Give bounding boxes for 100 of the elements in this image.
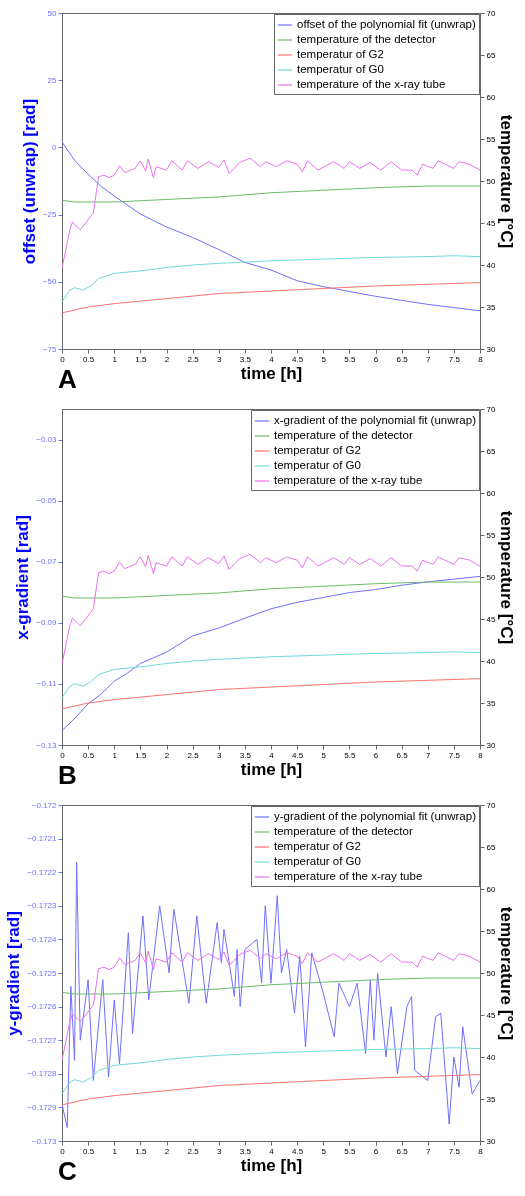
line-series [62, 949, 480, 1061]
line-series [62, 977, 480, 995]
y-tick-label: −0.03 [36, 435, 58, 445]
y2-tick-label: 30 [486, 344, 496, 354]
x-tick-label: 1.5 [135, 750, 147, 760]
legend-label: temperature of the x-ray tube [297, 78, 446, 90]
legend-label: temperatur of G2 [274, 444, 361, 456]
line-series [62, 282, 480, 314]
x-tick-label: 8 [478, 354, 484, 364]
y2-tick-label: 45 [486, 614, 496, 624]
x-tick-label: 3 [217, 354, 223, 364]
x-axis-title: time [h] [240, 363, 303, 383]
x-tick-label: 4.5 [292, 1146, 304, 1156]
legend-label: temperature of the detector [274, 429, 413, 441]
y-tick-label: −0.1726 [27, 1002, 58, 1012]
line-series [62, 581, 480, 599]
x-tick-label: 5.5 [344, 750, 356, 760]
x-tick-label: 3.5 [239, 750, 252, 760]
legend-label: temperatur of G0 [274, 459, 361, 471]
x-tick-label: 2.5 [187, 1146, 200, 1156]
x-tick-label: 2 [164, 1146, 170, 1156]
y2-tick-label: 60 [486, 92, 496, 102]
y2-tick-label: 50 [486, 968, 496, 978]
legend-label: temperatur of G0 [274, 855, 361, 867]
y2-tick-label: 40 [486, 260, 496, 270]
x-tick-label: 5.5 [344, 1146, 356, 1156]
y-tick-label: −0.05 [36, 496, 58, 506]
x-tick-label: 6 [373, 1146, 379, 1156]
y2-tick-label: 50 [486, 176, 496, 186]
y-tick-label: −0.1727 [27, 1035, 58, 1045]
line-series [62, 553, 480, 665]
y2-tick-label: 35 [486, 1094, 496, 1104]
x-tick-label: 6.5 [396, 1146, 409, 1156]
x-axis-title: time [h] [240, 1155, 303, 1175]
text: B [58, 760, 77, 790]
x-tick-label: 7.5 [448, 750, 461, 760]
legend-label: temperature of the detector [297, 33, 436, 45]
x-tick-label: 4 [269, 1146, 275, 1156]
x-tick-label: 3 [217, 750, 223, 760]
x-tick-label: 2.5 [187, 750, 200, 760]
y2-tick-label: 35 [486, 302, 496, 312]
y-tick-label: −50 [42, 277, 58, 287]
line-series [62, 157, 480, 269]
y-axis-title: offset (unwrap) [rad] [19, 98, 39, 265]
legend-label: temperatur of G2 [274, 840, 361, 852]
x-tick-label: 5 [321, 1146, 327, 1156]
y2-tick-label: 65 [486, 50, 496, 60]
x-tick-label: 7.5 [448, 354, 461, 364]
legend-label: temperatur of G2 [297, 48, 384, 60]
y-tick-label: −0.1729 [27, 1102, 58, 1112]
y2-tick-label: 65 [486, 842, 496, 852]
x-tick-label: 0 [60, 354, 66, 364]
x-tick-label: 3.5 [239, 354, 252, 364]
legend-label: temperature of the x-ray tube [274, 870, 423, 882]
legend-label: temperature of the detector [274, 825, 413, 837]
x-tick-label: 0.5 [83, 750, 95, 760]
x-tick-label: 0.5 [83, 1146, 95, 1156]
y2-tick-label: 45 [486, 218, 496, 228]
x-tick-label: 3 [217, 1146, 223, 1156]
y-tick-label: −0.1728 [27, 1069, 58, 1079]
x-tick-label: 5 [321, 354, 327, 364]
y2-tick-label: 30 [486, 740, 496, 750]
y2-tick-label: 35 [486, 698, 496, 708]
line-series [62, 575, 480, 732]
x-tick-label: 7 [426, 750, 432, 760]
y-tick-label: −0.1722 [27, 867, 58, 877]
y2-tick-label: 60 [486, 488, 496, 498]
y2-axis-title: temperature [°C] [497, 906, 517, 1041]
y2-tick-label: 55 [486, 530, 496, 540]
text: C [58, 1156, 77, 1186]
y-tick-label: −0.1721 [27, 834, 58, 844]
line-series [62, 678, 480, 710]
x-tick-label: 4 [269, 354, 275, 364]
x-axis-title: time [h] [240, 759, 303, 779]
x-tick-label: 0 [60, 750, 66, 760]
line-series [62, 185, 480, 203]
x-tick-label: 4.5 [292, 354, 304, 364]
y2-axis-title: temperature [°C] [497, 510, 517, 645]
y2-tick-label: 65 [486, 446, 496, 456]
line-series [62, 1074, 480, 1106]
y-tick-label: −0.173 [31, 1136, 58, 1146]
y2-tick-label: 30 [486, 1136, 496, 1146]
x-tick-label: 5 [321, 750, 327, 760]
line-series [62, 141, 480, 312]
legend-label: offset of the polynomial fit (unwrap) [297, 18, 476, 30]
x-tick-label: 8 [478, 1146, 484, 1156]
line-series [62, 255, 480, 303]
x-tick-label: 2 [164, 354, 170, 364]
x-tick-label: 4 [269, 750, 275, 760]
y-tick-label: −0.172 [31, 800, 58, 810]
y-tick-label: −0.13 [36, 740, 58, 750]
y-axis-title: y-gradient [rad] [4, 911, 24, 1036]
y2-tick-label: 70 [486, 8, 496, 18]
x-tick-label: 6 [373, 354, 379, 364]
y-tick-label: −0.11 [36, 679, 58, 689]
x-tick-label: 8 [478, 750, 484, 760]
x-tick-label: 2 [164, 750, 170, 760]
x-tick-label: 0 [60, 1146, 66, 1156]
y2-axis-title: temperature [°C] [497, 114, 517, 249]
x-tick-label: 5.5 [344, 354, 356, 364]
